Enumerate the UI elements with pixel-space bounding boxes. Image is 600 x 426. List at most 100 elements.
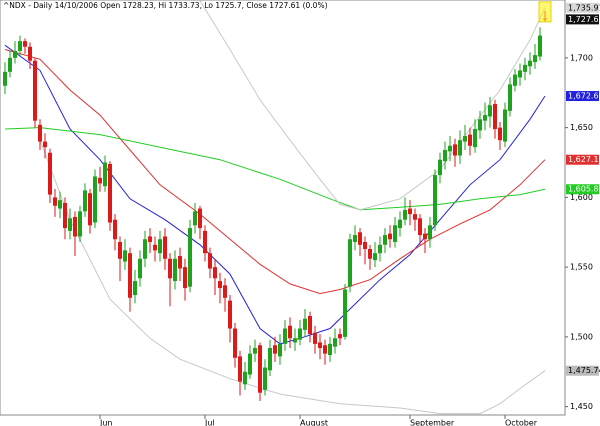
- candle-body: [358, 232, 362, 245]
- indicator-line: [39, 140, 546, 415]
- candle-body: [288, 325, 292, 339]
- candle-body: [173, 258, 177, 282]
- candle-body: [493, 103, 497, 130]
- candle-body: [483, 115, 487, 121]
- candle-body: [163, 236, 167, 259]
- price-tag: [566, 184, 599, 195]
- candle-body: [363, 242, 367, 249]
- candle-body: [93, 176, 97, 223]
- y-tick-label: 1,700: [570, 53, 593, 62]
- price-tag-label: 1,475.74: [568, 366, 600, 375]
- indicator-line: [4, 49, 546, 295]
- chart-title: ^NDX - Daily 14/10/2006 Open 1728.23, Hi…: [3, 1, 328, 10]
- candle-body: [398, 219, 402, 229]
- candle-body: [23, 41, 27, 47]
- candle-body: [223, 285, 227, 298]
- y-tick-label: 1,600: [570, 193, 593, 202]
- candle-body: [453, 144, 457, 156]
- candle-body: [58, 200, 62, 209]
- price-tag: [566, 365, 599, 376]
- candle-body: [253, 348, 257, 354]
- candle-body: [473, 129, 477, 148]
- candle-body: [183, 267, 187, 289]
- candle-body: [118, 242, 122, 259]
- price-tag-label: 1,672.66: [568, 92, 600, 101]
- candle-body: [293, 338, 297, 343]
- candle-body: [283, 328, 287, 344]
- y-tick-label: 1,550: [570, 263, 593, 272]
- x-tick-label: August: [300, 419, 328, 426]
- candle-body: [148, 236, 152, 243]
- candle-body: [168, 258, 172, 279]
- y-tick-label: 1,450: [570, 402, 593, 411]
- candle-body: [8, 57, 12, 72]
- x-tick-label: October: [505, 419, 538, 426]
- candle-body: [48, 152, 52, 195]
- candle-body: [228, 300, 232, 329]
- candle-body: [18, 41, 22, 51]
- candle-body: [103, 162, 107, 187]
- price-tag-label: 1,605.84: [568, 185, 600, 194]
- candle-body: [498, 127, 502, 141]
- candle-body: [393, 225, 397, 243]
- price-tag: [566, 14, 599, 25]
- candle-body: [198, 208, 202, 229]
- candle-body: [428, 225, 432, 240]
- candle-body: [238, 356, 242, 382]
- candle-body: [488, 105, 492, 117]
- candle-body: [63, 202, 67, 229]
- candle-body: [158, 239, 162, 254]
- candle-body: [323, 345, 327, 354]
- candle-body: [528, 60, 532, 67]
- candle-body: [193, 211, 197, 226]
- y-tick-label: 1,650: [570, 123, 593, 132]
- candle-body: [143, 239, 147, 259]
- candle-body: [153, 244, 157, 251]
- candle-body: [413, 214, 417, 220]
- x-tick-label: September: [410, 419, 455, 426]
- candle-body: [83, 190, 87, 212]
- last-candle-highlight: [538, 1, 552, 23]
- candle-body: [388, 233, 392, 240]
- candle-body: [68, 218, 72, 231]
- candle-body: [263, 367, 267, 390]
- candle-body: [403, 209, 407, 220]
- candle-body: [78, 211, 82, 237]
- candle-body: [298, 328, 302, 340]
- price-tag: [566, 2, 599, 13]
- candle-body: [273, 345, 277, 354]
- candle-body: [248, 353, 252, 375]
- candle-body: [258, 345, 262, 393]
- candle-body: [138, 258, 142, 279]
- candle-body: [508, 84, 512, 111]
- candle-body: [268, 348, 272, 371]
- candle-body: [463, 136, 467, 142]
- candle-body: [178, 255, 182, 269]
- candle-body: [328, 343, 332, 356]
- price-tag: [566, 154, 599, 165]
- candle-body: [338, 334, 342, 339]
- indicator-line: [199, 0, 546, 211]
- price-tag: [566, 91, 599, 102]
- candle-body: [443, 149, 447, 162]
- candle-body: [438, 159, 442, 176]
- candle-body: [523, 64, 527, 72]
- candle-body: [378, 244, 382, 254]
- candle-body: [373, 253, 377, 261]
- candle-body: [368, 249, 372, 259]
- candle-body: [98, 177, 102, 184]
- candle-body: [3, 71, 7, 86]
- price-tag-label: 1,727.61: [568, 15, 600, 24]
- candle-body: [28, 46, 32, 61]
- price-tag-label: 1,627.19: [568, 155, 600, 164]
- indicator-line: [4, 127, 546, 211]
- candle-body: [418, 218, 422, 236]
- candle-body: [73, 216, 77, 237]
- candle-body: [478, 119, 482, 131]
- candle-body: [188, 228, 192, 287]
- candle-body: [43, 141, 47, 148]
- candle-body: [423, 233, 427, 240]
- candle-body: [208, 253, 212, 269]
- candle-body: [123, 250, 127, 262]
